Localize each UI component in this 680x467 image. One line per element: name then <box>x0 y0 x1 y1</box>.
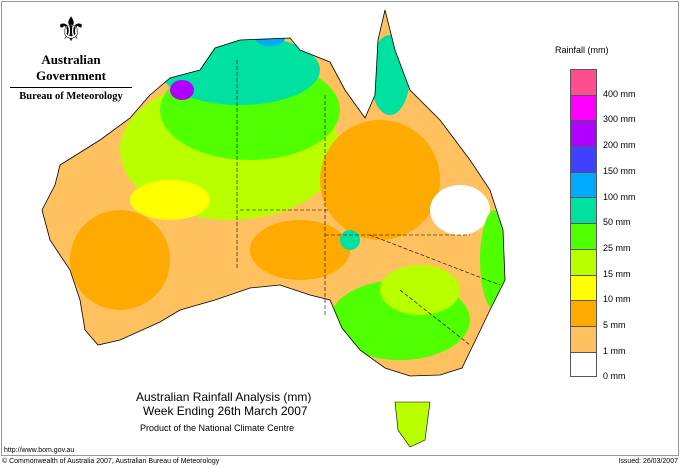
legend-label: 0 mm <box>603 371 626 382</box>
legend-label: 400 mm <box>603 88 636 99</box>
legend-label: 150 mm <box>603 165 636 176</box>
tasmania <box>394 401 431 448</box>
legend-swatch <box>570 146 597 172</box>
government-name: Australian Government <box>35 52 107 83</box>
legend-swatch <box>570 325 597 352</box>
copyright: © Commonwealth of Australia 2007, Austra… <box>2 458 220 465</box>
legend-color-bar <box>570 69 597 378</box>
state-borders <box>236 60 501 346</box>
legend-swatch <box>570 248 597 275</box>
legend-label: 10 mm <box>603 294 631 305</box>
legend-label: 25 mm <box>603 242 631 253</box>
bureau-name: Bureau of Meteorology <box>10 87 132 102</box>
legend-label: 5 mm <box>603 320 626 330</box>
legend-swatch <box>570 223 597 249</box>
legend-swatch <box>570 120 597 147</box>
legend-title: Rainfall (mm) <box>555 45 609 55</box>
legend-label: 15 mm <box>603 268 631 279</box>
legend-label: 100 mm <box>603 191 636 202</box>
legend-label: 200 mm <box>603 140 636 151</box>
legend-swatch <box>570 351 597 378</box>
map-title: Australian Rainfall Analysis (mm) <box>136 390 312 404</box>
map-subtitle: Week Ending 26th March 2007 <box>143 404 308 418</box>
legend-swatch <box>570 171 597 198</box>
product-note: Product of the National Climate Centre <box>140 423 295 433</box>
legend-label: 1 mm <box>603 345 626 356</box>
issued-date: Issued: 26/03/2007 <box>618 458 678 465</box>
legend-label: 50 mm <box>603 217 631 228</box>
legend-swatch <box>570 300 597 326</box>
coat-of-arms-icon: ⚜ <box>55 11 87 49</box>
legend-swatch <box>570 94 597 121</box>
map-frame <box>1 1 679 456</box>
legend-swatch <box>570 69 597 95</box>
government-logo: ⚜ Australian Government Bureau of Meteor… <box>10 10 132 102</box>
legend-label: 300 mm <box>603 114 636 125</box>
website-link[interactable]: http://www.bom.gov.au <box>4 447 75 454</box>
legend-swatch <box>570 197 597 224</box>
legend-swatch <box>570 274 597 301</box>
